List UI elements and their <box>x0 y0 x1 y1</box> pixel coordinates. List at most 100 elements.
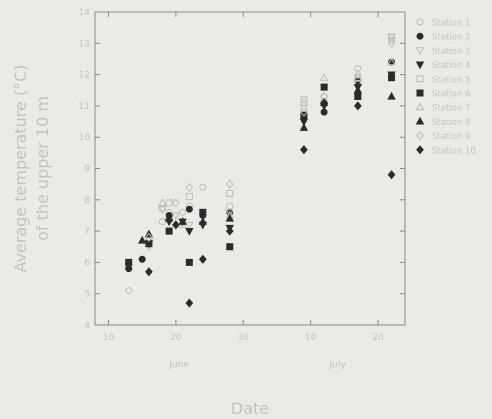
data-point <box>185 182 194 192</box>
data-point <box>199 208 207 216</box>
legend-marker <box>416 32 424 40</box>
data-point <box>300 96 308 104</box>
data-point <box>172 220 180 230</box>
data-point <box>164 213 174 222</box>
x-tick-label: 30 <box>238 333 250 343</box>
data-point <box>137 235 147 244</box>
legend-item-station-8: Station 8 <box>415 116 470 128</box>
data-point <box>353 70 362 80</box>
y-tick-label: 5 <box>84 290 90 300</box>
data-point <box>171 212 181 221</box>
legend-marker <box>416 131 424 141</box>
data-point <box>225 209 235 217</box>
legend-marker <box>416 145 424 155</box>
series-station-10 <box>145 98 396 308</box>
data-point <box>353 85 363 94</box>
data-point <box>199 183 207 191</box>
data-point <box>185 298 194 308</box>
data-point <box>353 73 363 81</box>
data-point <box>299 98 309 106</box>
x-tick-label: 10 <box>103 333 115 343</box>
legend-item-station-4: Station 4 <box>415 61 470 71</box>
legend-label: Station 7 <box>432 104 470 114</box>
x-tick-label: 20 <box>372 333 384 343</box>
series-station-2 <box>125 58 396 273</box>
data-point <box>165 199 173 207</box>
data-point <box>172 198 180 208</box>
data-point <box>300 145 308 155</box>
data-point <box>145 267 153 277</box>
data-point <box>145 232 153 242</box>
legend-label: Station 3 <box>432 47 470 57</box>
data-point <box>320 83 328 91</box>
axis-ticks: 4 5 6 7 8 9 10 11 12 13 14 10 20 30 10 20 <box>79 8 405 343</box>
data-point <box>158 206 167 214</box>
y-tick-label: 14 <box>79 8 91 18</box>
x-tick-label: 10 <box>305 333 317 343</box>
y-tick-label: 13 <box>79 39 90 49</box>
data-point <box>165 227 173 235</box>
legend-label: Station 10 <box>432 146 476 156</box>
legend-marker <box>416 18 424 26</box>
data-point <box>354 93 362 101</box>
y-axis-label: Average temperature (°C) of the upper 10 … <box>11 64 52 272</box>
data-point <box>178 217 187 225</box>
legend-item-station-6: Station 6 <box>416 89 470 100</box>
data-point <box>387 91 396 100</box>
legend-marker <box>415 102 425 111</box>
data-point <box>299 118 309 127</box>
legend-label: Station 9 <box>432 132 470 142</box>
series-station-6 <box>125 74 396 266</box>
data-point <box>185 228 194 236</box>
legend-marker <box>415 47 425 56</box>
data-point <box>387 170 396 180</box>
data-point <box>185 258 193 266</box>
legend-label: Station 6 <box>432 90 470 100</box>
data-point <box>125 265 133 273</box>
data-point <box>185 193 193 201</box>
data-points <box>125 33 396 308</box>
data-point <box>299 123 309 131</box>
legend-label: Station 8 <box>432 118 470 128</box>
x-tick-label: 20 <box>170 333 182 343</box>
data-point <box>225 179 234 189</box>
legend-label: Station 4 <box>432 61 470 71</box>
y-tick-label: 4 <box>84 321 90 331</box>
month-label-june: June <box>168 360 189 370</box>
legend-item-station-7: Station 7 <box>415 102 470 114</box>
legend-item-station-3: Station 3 <box>415 47 470 57</box>
data-point <box>388 74 396 82</box>
y-tick-label: 8 <box>84 196 90 206</box>
x-axis-label: Date <box>231 399 269 415</box>
data-point <box>125 287 133 295</box>
y-tick-label: 9 <box>84 165 90 175</box>
data-point <box>387 38 396 48</box>
legend-label: Station 5 <box>432 75 470 85</box>
month-label-july: July <box>329 360 347 370</box>
data-point <box>198 254 207 264</box>
series-station-9 <box>145 38 396 242</box>
legend-label: Station 1 <box>432 19 470 29</box>
data-point <box>198 217 208 225</box>
data-point <box>125 258 133 266</box>
plot-frame <box>94 11 406 326</box>
data-point <box>138 255 146 263</box>
legend-item-station-1: Station 1 <box>416 18 470 29</box>
legend-item-station-5: Station 5 <box>416 75 470 85</box>
data-point <box>158 204 167 214</box>
data-point <box>226 202 234 210</box>
data-point <box>179 208 187 216</box>
data-point <box>226 190 234 198</box>
y-tick-label: 6 <box>84 258 90 268</box>
y-tick-label: 10 <box>79 133 91 143</box>
data-point <box>185 205 193 213</box>
legend-marker <box>416 89 424 97</box>
data-point <box>158 218 166 226</box>
data-point <box>353 101 362 111</box>
legend-marker <box>415 61 425 70</box>
data-point <box>387 57 396 66</box>
plot-area-border <box>94 11 406 326</box>
y-axis-label-line: of the upper 10 m <box>33 96 52 241</box>
